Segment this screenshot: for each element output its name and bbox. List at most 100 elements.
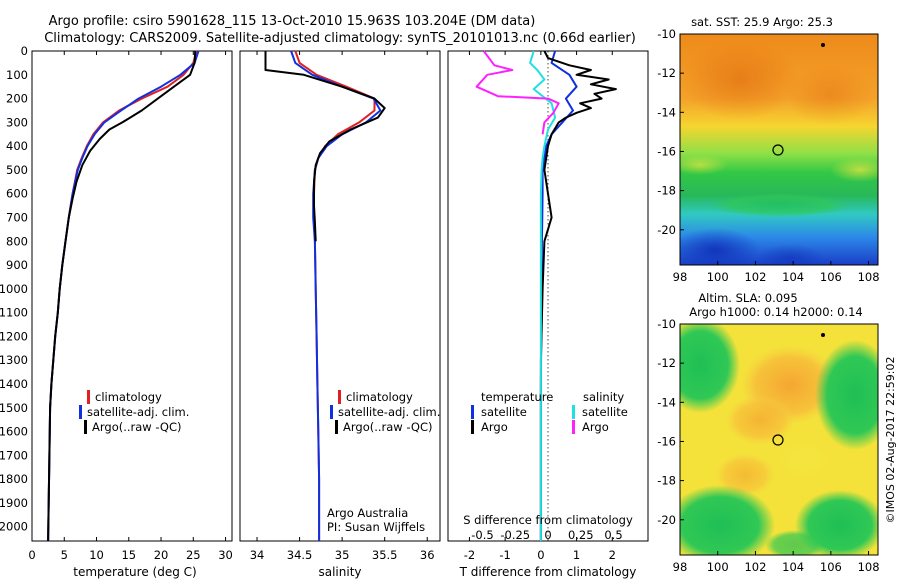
legend-temp-satellite-label: satellite — [481, 405, 527, 419]
x-top-tick-label: 0 — [544, 528, 551, 542]
map-y-tick-label: -18 — [657, 474, 676, 488]
x-top-tick-label: -0.5 — [471, 528, 493, 542]
y-tick-label: 400 — [6, 139, 28, 153]
legend-argo-swatch — [335, 420, 338, 434]
sla-map-title: Altim. SLA: 0.095 — [698, 291, 797, 305]
map-x-tick-label: 102 — [744, 270, 766, 284]
x-tick-label: 30 — [218, 548, 233, 562]
map-x-tick-label: 102 — [744, 560, 766, 574]
map-x-tick-label: 98 — [673, 560, 688, 574]
y-tick-label: 1900 — [0, 496, 28, 510]
map-y-tick-label: -16 — [657, 144, 676, 158]
legend-temp-argo-swatch — [471, 420, 474, 434]
y-tick-label: 1000 — [0, 282, 28, 296]
y-tick-label: 900 — [6, 258, 28, 272]
y-tick-label: 1200 — [0, 329, 28, 343]
legend-temp-argo-label: Argo — [481, 420, 508, 434]
sst-map-frame — [679, 33, 879, 266]
y-tick-label: 2000 — [0, 520, 28, 534]
x-top-tick-label: 0.25 — [568, 528, 594, 542]
legend-sal-argo-label: Argo — [582, 420, 609, 434]
legend-climatology-swatch — [338, 390, 341, 404]
y-tick-label: 1500 — [0, 401, 28, 415]
legend-satellite-swatch — [330, 405, 333, 419]
temperature-x-ticks: 0 5 10 15 20 25 30 — [28, 51, 233, 562]
legend-climatology-label: climatology — [346, 390, 413, 404]
sst-map-title: sat. SST: 25.9 Argo: 25.3 — [691, 15, 833, 29]
legend-climatology-swatch — [87, 390, 90, 404]
difference-panel: -2 -1 0 1 2 -0.5 -0.25 0 0.25 0.5 S difference fr… — [447, 50, 649, 579]
t-difference-axis-label: T difference from climatology — [459, 565, 637, 579]
x-top-tick-label: 0.5 — [604, 528, 622, 542]
legend-climatology-label: climatology — [95, 390, 162, 404]
x-tick-label: 34.5 — [287, 548, 313, 562]
legend-temp-satellite-swatch — [471, 405, 474, 419]
legend-sal-satellite-label: satellite — [582, 405, 628, 419]
map-y-tick-label: -14 — [657, 395, 676, 409]
difference-legend: temperature salinity satellite Argo sate… — [471, 390, 628, 434]
sla-map-panel: Altim. SLA: 0.095 Argo h1000: 0.14 h2000… — [657, 291, 880, 574]
temperature-profiles — [47, 50, 200, 542]
map-y-tick-label: -16 — [657, 434, 676, 448]
map-x-tick-label: 104 — [782, 560, 804, 574]
x-tick-label: 25 — [186, 548, 201, 562]
map-y-tick-label: -10 — [657, 317, 676, 331]
map-x-tick-label: 104 — [782, 270, 804, 284]
map-x-tick-label: 100 — [707, 560, 729, 574]
salinity-panel: 34 34.5 35 35.5 36 salinity climatology sate… — [239, 50, 441, 579]
sst-heatmap — [680, 34, 878, 265]
temperature-panel: 0 5 10 15 20 25 30 temperature (deg C) climato… — [28, 50, 233, 579]
sla-map-frame — [679, 323, 879, 556]
credit-line1: Argo Australia — [327, 506, 408, 520]
s-difference-axis-label: S difference from climatology — [463, 513, 633, 527]
map-x-tick-label: 108 — [858, 270, 880, 284]
profile-line — [264, 51, 386, 242]
map-y-tick-label: -20 — [657, 513, 676, 527]
map-y-tick-label: -18 — [657, 184, 676, 198]
salinity-plot-frame — [239, 50, 441, 542]
temperature-x-axis-label: temperature (deg C) — [73, 565, 196, 579]
sst-map-ticks: -10 -12 -14 -16 -18 -20 98 100 102 104 106 108 — [657, 27, 879, 284]
sla-map-subtitle: Argo h1000: 0.14 h2000: 0.14 — [689, 305, 862, 319]
y-tick-label: 600 — [6, 187, 28, 201]
x-tick-label: 35.5 — [372, 548, 398, 562]
y-tick-label: 200 — [6, 92, 28, 106]
map-y-tick-label: -10 — [657, 27, 676, 41]
legend-sal-argo-swatch — [572, 420, 575, 434]
difference-x-ticks: -2 -1 0 1 2 -0.5 -0.25 0 0.25 0.5 — [464, 51, 623, 562]
profile-line — [529, 50, 557, 541]
sst-argo-marker — [772, 144, 784, 156]
y-tick-label: 1100 — [0, 306, 28, 320]
salinity-x-ticks: 34 34.5 35 35.5 36 — [250, 51, 435, 562]
map-y-tick-label: -12 — [657, 66, 676, 80]
imos-timestamp-label: ©IMOS 02-Aug-2017 22:59:02 — [884, 357, 897, 524]
x-tick-label: 2 — [609, 548, 616, 562]
sla-heatmap — [680, 324, 878, 555]
profile-line — [539, 50, 617, 541]
map-y-tick-label: -20 — [657, 223, 676, 237]
x-tick-label: 36 — [420, 548, 435, 562]
salinity-profiles — [264, 50, 386, 541]
y-tick-label: 1300 — [0, 353, 28, 367]
map-y-tick-label: -14 — [657, 105, 676, 119]
legend-salinity-heading: salinity — [583, 390, 624, 404]
profile-line — [475, 50, 560, 135]
map-x-tick-label: 98 — [673, 270, 688, 284]
salinity-legend: climatology satellite-adj. clim. Argo(..… — [330, 390, 440, 434]
map-x-tick-label: 108 — [858, 560, 880, 574]
y-tick-label: 100 — [6, 68, 28, 82]
legend-argo-swatch — [84, 420, 87, 434]
legend-satellite-swatch — [79, 405, 82, 419]
x-tick-label: 0 — [28, 548, 35, 562]
credit-line2: PI: Susan Wijffels — [327, 520, 425, 534]
y-tick-labels: 0 100 200 300 400 500 600 700 800 900 1000 1100 1200… — [0, 44, 648, 534]
figure-title-line1: Argo profile: csiro 5901628_115 13-Oct-2… — [49, 14, 536, 29]
y-tick-label: 700 — [6, 211, 28, 225]
map-x-tick-label: 106 — [820, 560, 842, 574]
profile-line — [47, 50, 197, 542]
x-tick-label: 34 — [250, 548, 265, 562]
x-tick-label: 20 — [154, 548, 169, 562]
y-tick-label: 0 — [21, 44, 28, 58]
temperature-plot-frame — [31, 50, 233, 542]
y-tick-label: 1700 — [0, 448, 28, 462]
